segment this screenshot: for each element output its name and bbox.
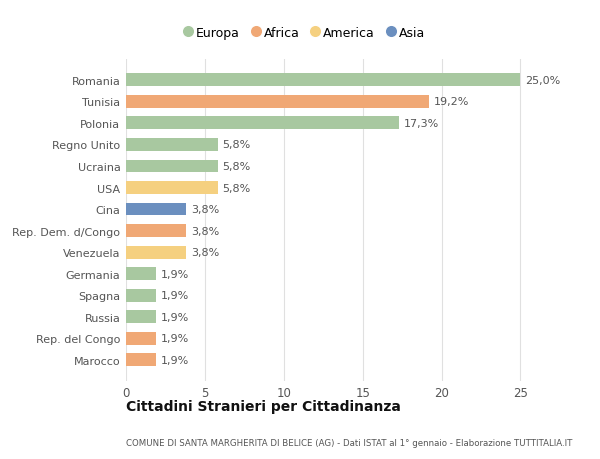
Text: COMUNE DI SANTA MARGHERITA DI BELICE (AG) - Dati ISTAT al 1° gennaio - Elaborazi: COMUNE DI SANTA MARGHERITA DI BELICE (AG… <box>126 438 572 448</box>
Bar <box>126 289 156 302</box>
Bar <box>126 332 156 345</box>
Text: 1,9%: 1,9% <box>161 355 189 365</box>
Text: 1,9%: 1,9% <box>161 291 189 301</box>
Text: Cittadini Stranieri per Cittadinanza: Cittadini Stranieri per Cittadinanza <box>126 399 401 413</box>
Text: 3,8%: 3,8% <box>191 205 219 214</box>
Text: 1,9%: 1,9% <box>161 312 189 322</box>
Bar <box>126 246 186 259</box>
Text: 1,9%: 1,9% <box>161 333 189 343</box>
Text: 5,8%: 5,8% <box>222 162 250 172</box>
Legend: Europa, Africa, America, Asia: Europa, Africa, America, Asia <box>185 28 425 40</box>
Bar <box>126 311 156 324</box>
Bar <box>126 117 399 130</box>
Bar <box>126 96 429 109</box>
Text: 25,0%: 25,0% <box>525 76 560 86</box>
Bar <box>126 224 186 237</box>
Text: 5,8%: 5,8% <box>222 183 250 193</box>
Text: 3,8%: 3,8% <box>191 226 219 236</box>
Bar <box>126 182 218 195</box>
Bar <box>126 268 156 280</box>
Bar <box>126 203 186 216</box>
Text: 1,9%: 1,9% <box>161 269 189 279</box>
Bar <box>126 160 218 173</box>
Bar <box>126 353 156 366</box>
Text: 3,8%: 3,8% <box>191 247 219 257</box>
Text: 5,8%: 5,8% <box>222 140 250 150</box>
Bar <box>126 74 520 87</box>
Bar <box>126 139 218 151</box>
Text: 17,3%: 17,3% <box>404 119 439 129</box>
Text: 19,2%: 19,2% <box>434 97 469 107</box>
